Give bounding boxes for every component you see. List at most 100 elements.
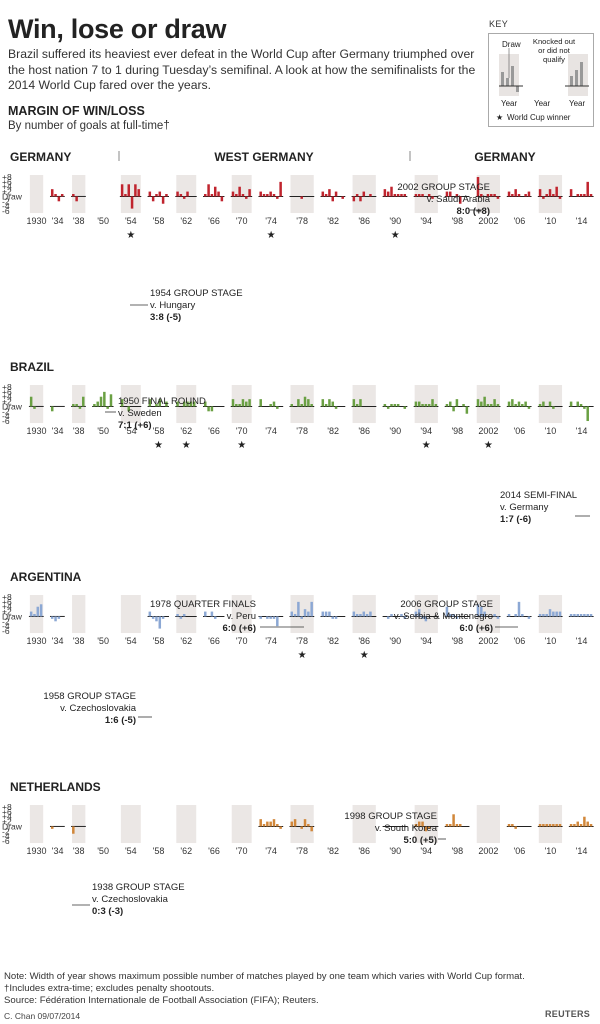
match-bar — [396, 194, 400, 197]
match-bar — [231, 399, 235, 407]
match-bar — [341, 196, 344, 199]
year-label: '94 — [420, 846, 432, 856]
match-bar — [151, 616, 155, 619]
match-bar — [452, 614, 455, 617]
match-bar — [589, 824, 593, 827]
year-band — [29, 385, 44, 424]
year-label: '90 — [389, 216, 401, 226]
match-bar — [514, 614, 517, 617]
match-bar — [393, 404, 397, 407]
year-band — [352, 805, 376, 844]
match-bar — [548, 189, 552, 197]
match-bar — [514, 404, 517, 407]
year-label: '38 — [73, 216, 85, 226]
year-label: 1930 — [27, 846, 47, 856]
match-bar — [33, 614, 36, 617]
y-tick-label: Draw — [2, 401, 23, 411]
match-bar — [427, 194, 431, 197]
key-bar — [506, 78, 509, 86]
year-label: '86 — [358, 426, 370, 436]
match-bar — [589, 194, 593, 197]
match-bar — [403, 616, 407, 619]
year-label: '06 — [514, 636, 526, 646]
year-label: '58 — [153, 426, 165, 436]
match-bar — [352, 196, 356, 202]
match-bar — [496, 616, 500, 619]
match-bar — [583, 406, 586, 409]
credit: C. Chan 09/07/2014 — [4, 1011, 81, 1021]
annotation-title: 1938 GROUP STAGE — [92, 882, 185, 893]
year-label: '50 — [97, 216, 109, 226]
match-bar — [427, 826, 431, 829]
match-bar — [400, 194, 403, 197]
y-tick-label: -4 — [2, 411, 10, 421]
match-bar — [324, 611, 328, 617]
year-band — [290, 175, 314, 214]
match-bar — [148, 191, 152, 197]
year-label: '70 — [236, 636, 248, 646]
year-label: 1930 — [27, 636, 47, 646]
year-label: '62 — [180, 846, 192, 856]
annotation-score: 3:8 (-5) — [150, 312, 181, 323]
match-bar — [524, 194, 527, 197]
match-bar — [276, 824, 279, 827]
match-bar — [334, 406, 338, 409]
annotation-score: 6:0 (+6) — [222, 623, 256, 634]
match-bar — [452, 814, 455, 827]
y-tick-label: +8 — [2, 382, 12, 392]
annotation-title: 1998 GROUP STAGE — [344, 811, 437, 822]
year-label: '34 — [52, 846, 64, 856]
key-bar — [516, 86, 519, 92]
annotation-detail: v. Hungary — [150, 300, 195, 311]
annotation-score: 1:7 (-6) — [500, 514, 531, 525]
team-name-label: NETHERLANDS — [10, 780, 101, 794]
match-bar — [569, 401, 573, 407]
match-bar — [60, 194, 64, 197]
match-bar — [290, 611, 293, 617]
match-bar — [204, 611, 207, 617]
year-label: '06 — [514, 426, 526, 436]
match-bar — [507, 614, 511, 617]
match-bar — [586, 821, 589, 827]
match-bar — [204, 194, 207, 197]
match-bar — [445, 404, 449, 407]
match-bar — [386, 616, 390, 619]
year-label: '38 — [73, 426, 85, 436]
match-bar — [555, 186, 558, 197]
match-bar — [36, 606, 40, 617]
match-bar — [586, 181, 589, 197]
year-band — [72, 805, 86, 844]
match-bar — [552, 406, 555, 409]
match-bar — [148, 611, 152, 617]
year-band — [231, 595, 252, 634]
year-label: '82 — [327, 426, 339, 436]
match-bar — [276, 196, 279, 199]
annotation-detail: v. Serbia & Montenegro — [394, 611, 493, 622]
match-bar — [362, 191, 366, 197]
match-bar — [82, 396, 85, 407]
year-label: '34 — [52, 216, 64, 226]
match-bar — [29, 396, 33, 407]
y-tick-label: -6 — [2, 836, 10, 846]
year-label: '58 — [153, 846, 165, 856]
year-label: '94 — [420, 636, 432, 646]
annotation-title: 1958 GROUP STAGE — [43, 691, 136, 702]
match-bar — [266, 821, 269, 827]
year-label: '74 — [265, 426, 277, 436]
key-bar — [575, 70, 578, 86]
reuters-logo: REUTERS — [545, 1009, 591, 1019]
match-bar — [449, 614, 452, 617]
match-bar — [272, 401, 276, 407]
year-band — [72, 385, 86, 424]
year-label: '62 — [180, 636, 192, 646]
match-bar — [576, 821, 579, 827]
footnote: Note: Width of year shows maximum possib… — [4, 971, 584, 1007]
winner-star-icon: ★ — [237, 440, 246, 451]
match-bar — [576, 614, 579, 617]
match-bar — [307, 611, 310, 617]
match-bar — [50, 406, 54, 412]
y-tick-label: Draw — [2, 191, 23, 201]
annotation-title: 2006 GROUP STAGE — [400, 599, 493, 610]
year-label: '82 — [327, 216, 339, 226]
match-bar — [542, 196, 545, 199]
